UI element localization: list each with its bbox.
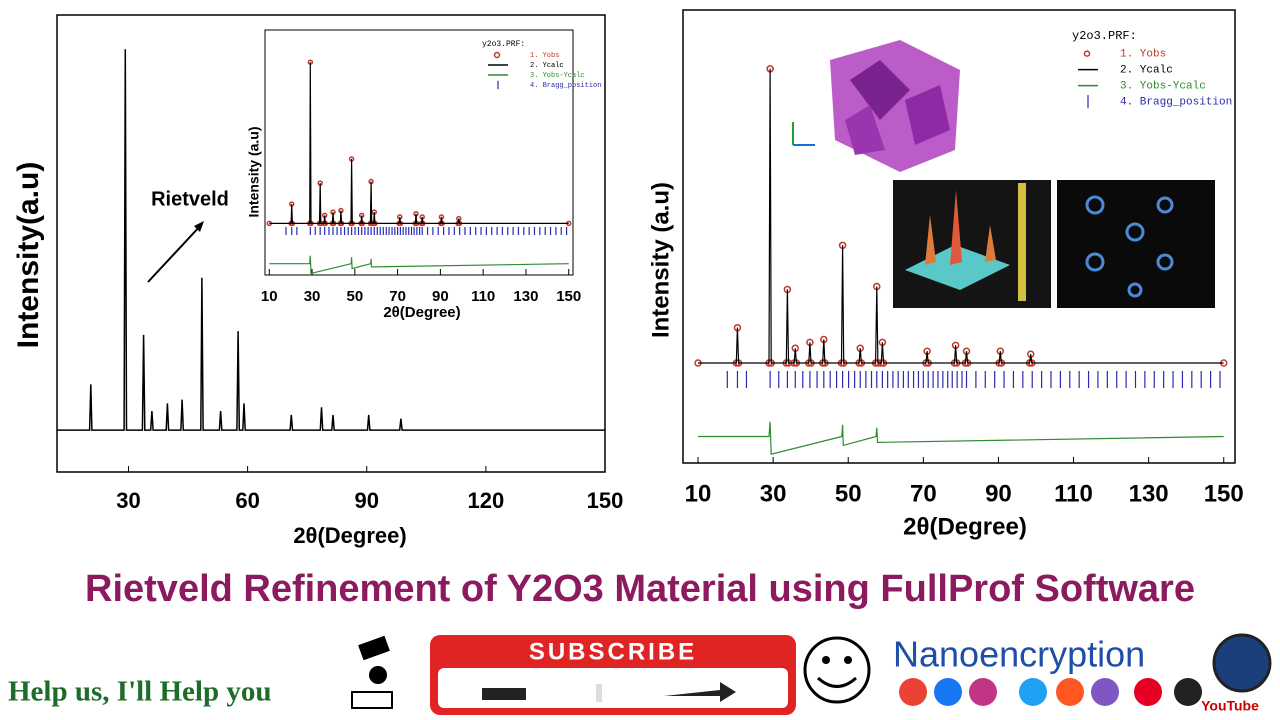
contour-plot: [1057, 180, 1215, 308]
arrow-head: [194, 221, 204, 232]
legend-label: 3. Yobs-Ycalc: [1120, 81, 1206, 93]
legend-label: 2. Ycalc: [530, 62, 564, 70]
y-axis-title: Intensity (a.u): [647, 182, 674, 338]
x-axis-title: 2θ(Degree): [903, 513, 1027, 540]
x-tick-label: 70: [389, 288, 406, 305]
subscribe-label[interactable]: SUBSCRIBE: [529, 638, 697, 665]
x-tick-label: 70: [910, 480, 937, 507]
x-tick-label: 60: [235, 488, 259, 513]
help-text: Help us, I'll Help you: [8, 676, 271, 708]
crystal-structure: [792, 40, 960, 172]
brand-name: Nanoencryption: [893, 634, 1145, 675]
x-tick-label: 30: [116, 488, 140, 513]
legend-title: y2o3.PRF:: [482, 40, 525, 49]
plot-frame: [264, 29, 574, 276]
x-axis-title: 2θ(Degree): [383, 304, 460, 321]
series-line: [698, 421, 1224, 455]
y-axis-title: Intensity(a.u): [12, 162, 45, 349]
x-tick-label: 90: [354, 488, 378, 513]
y-axis-title: Intensity (a.u): [246, 126, 262, 217]
series-line: [698, 68, 1224, 364]
x-tick-label: 110: [471, 288, 495, 305]
x-tick-label: 150: [1204, 480, 1244, 507]
annotation: Rietveld: [151, 188, 229, 210]
x-tick-label: 30: [304, 288, 321, 305]
youtube-label: YouTube: [1201, 698, 1259, 714]
plot-frame: [682, 9, 1236, 464]
x-tick-label: 50: [835, 480, 862, 507]
legend-label: 3. Yobs-Ycalc: [530, 72, 585, 80]
x-tick-label: 10: [685, 480, 712, 507]
x-tick-label: 150: [587, 488, 624, 513]
legend-swatch: [1083, 50, 1091, 57]
x-tick-label: 110: [1054, 480, 1093, 507]
x-tick-label: 10: [261, 288, 278, 305]
x-tick-label: 130: [513, 288, 538, 305]
legend-label: 4. Bragg_position: [1120, 97, 1232, 109]
surface-plot: [893, 180, 1051, 308]
page-title: Rietveld Refinement of Y2O3 Material usi…: [85, 568, 1195, 610]
legend-label: 4. Bragg_position: [530, 82, 601, 90]
social-icons: [899, 633, 1272, 706]
legend-label: 1. Yobs: [530, 52, 559, 60]
smiley: [803, 636, 871, 704]
x-tick-label: 130: [1129, 480, 1169, 507]
series-line: [269, 62, 569, 224]
series-line: [269, 255, 569, 275]
subscribe-button[interactable]: SUBSCRIBE: [430, 635, 796, 715]
x-tick-label: 150: [556, 288, 581, 305]
arrow: [147, 223, 203, 283]
legend-title: y2o3.PRF:: [1072, 29, 1137, 43]
legend-label: 2. Ycalc: [1120, 65, 1173, 77]
x-tick-label: 90: [985, 480, 1012, 507]
legend-label: 1. Yobs: [1120, 49, 1166, 61]
x-tick-label: 50: [346, 288, 363, 305]
legend-swatch: [493, 51, 501, 59]
x-tick-label: 90: [432, 288, 449, 305]
x-axis-title: 2θ(Degree): [293, 523, 406, 548]
plot-frame: [56, 14, 606, 473]
donate-icon: [351, 635, 393, 709]
x-tick-label: 30: [760, 480, 787, 507]
pattern-line: [57, 49, 605, 431]
x-tick-label: 120: [468, 488, 505, 513]
